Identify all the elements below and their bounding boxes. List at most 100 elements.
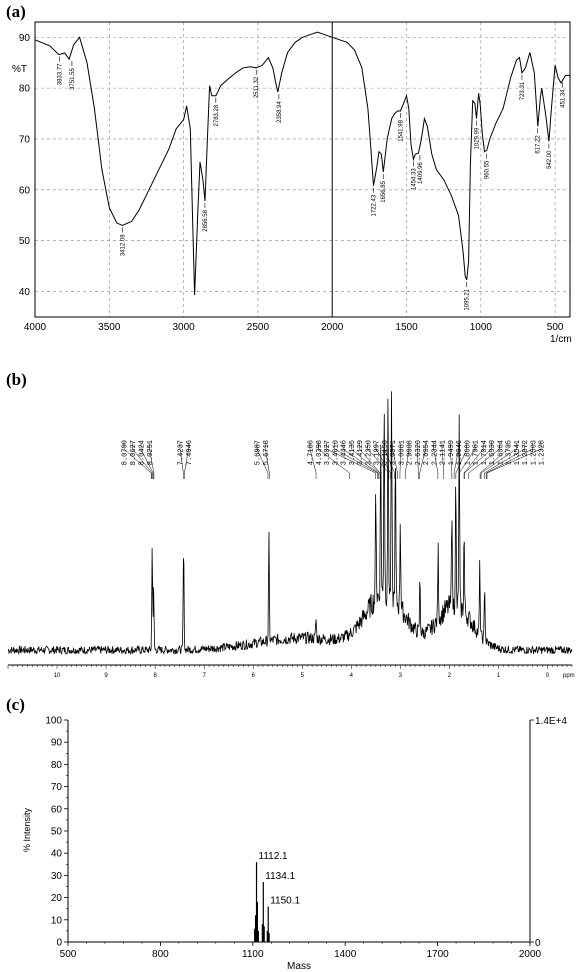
ms-y-tick-label: 70 [51,782,63,793]
nmr-x-tick-label: 5 [301,673,305,679]
ms-y-tick-label: 60 [51,804,63,815]
nmr-shift-connector [441,443,445,479]
ftir-chart: (a) 4000 3500 3000 2500 2000 1500 1000 500 40 50 6… [6,2,572,345]
nmr-shift-connector [484,443,525,479]
nmr-chart: (b) 8.0790 8.0627 8.0424 8.0251 7.4237 7.4046… [6,370,575,679]
nmr-axis: 10 9 8 7 6 5 4 3 2 1 0 [7,664,573,679]
ftir-spectrum-line [34,31,570,296]
ms-y-axis-label: % Intensity [22,807,32,852]
nmr-x-tick-label: 0 [546,673,550,679]
nmr-shift-label: 8.0251 [147,440,155,465]
ms-y-tick-label: 40 [51,849,63,860]
nmr-shift-connector [480,443,517,479]
nmr-shift-label: 3.4446 [341,440,349,465]
nmr-shift-connector [265,443,270,479]
nmr-x-tick-label: 10 [54,673,61,679]
ftir-tick-labels: 4000 3500 3000 2500 2000 1500 1000 500 40 50 60 70 8… [19,33,564,333]
nmr-x-tick-label: 1 [497,673,501,679]
nmr-shift-connector [256,443,269,479]
x-tick-label: 500 [547,322,564,333]
nmr-shift-label: 7.4046 [186,440,194,465]
nmr-shift-connector [464,443,492,479]
nmr-shift-label: 3.2350 [365,440,373,465]
nmr-shift-connector [399,443,401,479]
nmr-x-tick-label: 4 [350,673,354,679]
peak-label: 3751.55 [70,67,76,89]
nmr-shift-connector [123,443,152,479]
y-tick-label: 60 [19,185,31,196]
nmr-x-axis-label: ppm [563,673,575,679]
ms-axis: 0 10 20 30 40 50 60 70 80 90 100 500 800 1100 1400 1700… [45,716,541,961]
nmr-shift-label: 2.6320 [415,440,423,465]
peak-label: 2511.32 [254,76,260,98]
ms-peak-label: 1134.1 [265,871,295,882]
nmr-shift-connector [453,443,459,479]
peak-label: 1454.33 [411,168,417,190]
nmr-x-tick-label: 8 [153,673,157,679]
nmr-shift-label: 3.0571 [390,440,398,465]
nmr-shift-label: 8.0627 [130,440,138,465]
nmr-shift-label: 1.7981 [473,440,481,465]
ms-x-tick-label: 1100 [242,949,264,960]
ftir-x-axis-label: 1/cm [550,334,572,345]
ftir-plot-frame [34,21,571,318]
nmr-shift-label: 5.6718 [263,440,271,465]
y-tick-label: 40 [19,287,31,298]
nmr-shift-label: 1.9499 [448,440,456,465]
nmr-shift-connector [334,443,378,479]
ms-y-tick-label: 50 [51,827,63,838]
nmr-shift-label: 8.0790 [122,440,130,465]
nmr-shift-label: 2.2344 [431,440,439,465]
x-tick-label: 2500 [247,322,270,333]
nmr-shift-label: 3.5027 [324,440,332,465]
peak-label: 542.00 [547,150,553,169]
nmr-shift-connector [392,443,398,479]
x-tick-label: 3000 [172,322,195,333]
ms-y-tick-label: 10 [51,915,63,926]
nmr-shift-label: 1.8680 [464,440,472,465]
nmr-shift-connector [419,443,426,479]
nmr-shift-label: 1.3541 [514,440,522,465]
nmr-shift-label: 2.9008 [407,440,415,465]
nmr-shift-connector [455,443,467,479]
x-tick-label: 1000 [470,322,493,333]
nmr-x-tick-label: 2 [448,673,452,679]
panel-label-b: (b) [6,370,27,389]
nmr-shift-connector [149,443,155,479]
nmr-shift-connector [179,443,184,479]
ms-y-tick-label: 100 [45,716,62,727]
nmr-shift-connector [326,443,376,479]
nmr-spectrum-line [7,391,573,656]
nmr-shift-label: 2.6054 [423,440,431,465]
peak-label: 2358.94 [277,101,283,123]
nmr-shift-label: 7.4237 [178,440,186,465]
ms-x-tick-label: 1700 [426,949,449,960]
nmr-shift-label: 1.6064 [497,440,505,465]
nmr-shift-connector [140,443,154,479]
nmr-x-tick-label: 6 [252,673,256,679]
peak-label: 1029.99 [474,127,480,149]
y-tick-label: 90 [19,33,31,44]
ms-x-axis-label: Mass [287,961,311,972]
ms-y-tick-label: 80 [51,760,63,771]
nmr-shift-connector [433,443,439,479]
ms-x-tick-label: 500 [60,949,77,960]
nmr-shift-connector [485,443,533,479]
nmr-shift-label: 8.0424 [139,440,147,465]
nmr-shift-connector [342,443,379,479]
y-tick-label: 80 [19,84,31,95]
nmr-shift-label: 3.4610 [332,440,340,465]
nmr-x-tick-label: 7 [203,673,207,679]
nmr-shift-connector [468,443,500,479]
peak-label: 1541.98 [398,119,404,141]
nmr-shift-label: 3.4129 [357,440,365,465]
x-tick-label: 2000 [321,322,344,333]
peak-label: 2856.58 [203,209,209,231]
ftir-peak-labels: 3833.77 3751.55 3412.08 2856.58 2783.28 2511.… [58,56,566,311]
mass-spectrum-chart: (c) 0 10 20 30 40 50 60 70 80 90 100 500 800 1100 1400… [6,695,567,972]
nmr-shift-label: 2.1141 [440,440,448,465]
ms-x-tick-label: 2000 [519,949,542,960]
ms-peak-labels: 1112.1 1134.1 1150.1 [259,851,301,906]
nmr-shift-connector [318,443,350,479]
ms-peaks [254,862,270,942]
